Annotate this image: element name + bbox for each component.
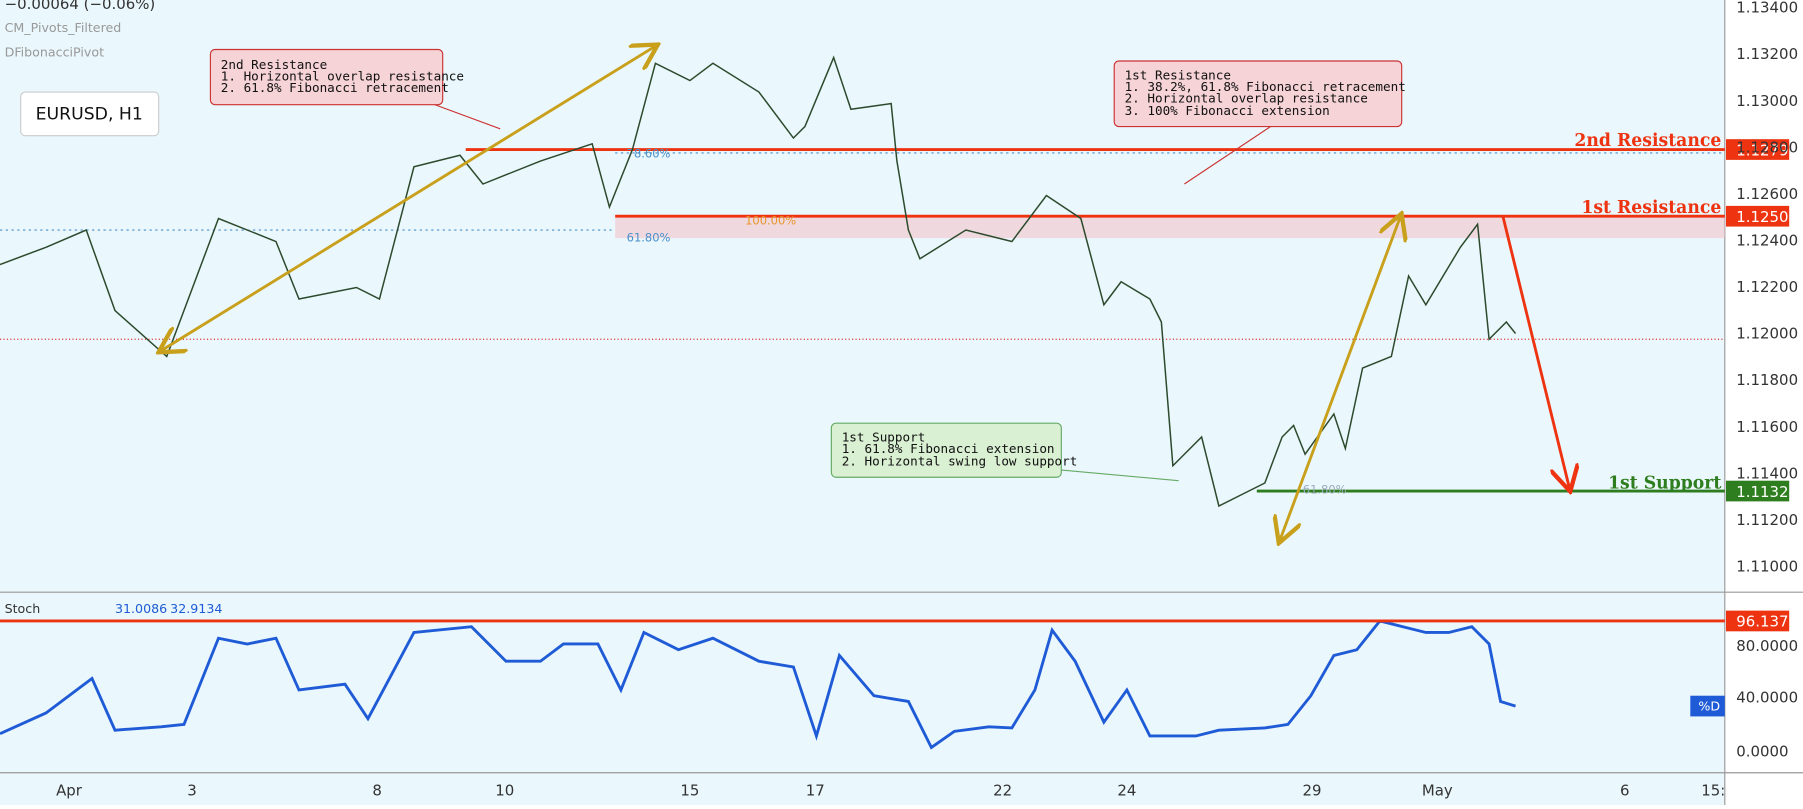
price-axis: 1.13400 1.13200 1.13000 1.12800 1.12600 1.124… [1736,0,1798,576]
annotation-title: 1st Resistance [1125,67,1231,82]
price-tick: 1.11600 [1736,418,1798,436]
indicator: CM_Pivots_Filtered [5,20,122,35]
price-tick: 1.12800 [1736,138,1798,156]
date-label: Apr [56,782,83,800]
fib-label: 100.00% [745,213,796,227]
price-tag-text: 1.11324 [1736,483,1798,501]
stoch-k: 31.0086 [115,601,167,616]
callout-line [1184,126,1271,185]
price-tag-text: 1.12506 [1736,208,1798,226]
time-axis: Apr 3 8 10 15 17 22 24 29 May 6 15: [56,782,1725,800]
price-tick: 1.11000 [1736,558,1798,576]
annotation-line: 2. 61.8% Fibonacci retracement [221,80,449,95]
annotation-title: 1st Support [842,430,926,445]
date-label: 3 [187,782,197,800]
annotation-box [1113,60,1403,128]
annotation-line: 1. Horizontal overlap resistance [221,69,464,84]
resistance-zone [615,216,1725,239]
fib-label: 61.80% [627,231,671,245]
date-label: 8 [372,782,382,800]
price-tick: 1.11800 [1736,371,1798,389]
price-tag [1725,480,1790,502]
price-tick: 1.12600 [1736,185,1798,203]
header-change: −0.00064 (−0.06%) [5,0,156,13]
price-tag-text: 1.12797 [1736,141,1798,159]
price-tick: 1.13400 [1736,0,1798,17]
annotation-line: 3. 100% Fibonacci extension [1125,103,1330,118]
price-tag [1725,610,1790,632]
annotation-line: 1. 38.2%, 61.8% Fibonacci retracement [1125,79,1406,94]
level-name: 1st Resistance [1581,198,1721,218]
stoch-d: 32.9134 [170,601,222,616]
price-tag [1725,205,1790,227]
date-label: 15: [1701,782,1725,800]
price-tag-text: 96.1378 [1736,613,1798,631]
price-tick: 1.12000 [1736,325,1798,343]
price-tick: 1.11400 [1736,464,1798,482]
annotation-line: 2. Horizontal overlap resistance [1125,90,1368,105]
price-tick: 1.13000 [1736,92,1798,110]
stoch-line [0,619,1516,750]
tag [1690,695,1725,717]
arrow [161,46,655,351]
annotation-line: 1. 61.8% Fibonacci extension [842,441,1055,456]
stoch-tick: 80.0000 [1736,637,1798,655]
callout-line [1052,468,1179,482]
callout-line [425,100,501,130]
date-label: 24 [1117,782,1136,800]
fib-label: 61.80% [1303,482,1347,496]
arrow [1280,216,1401,540]
stoch-name: Stoch [5,601,41,616]
level-name: 1st Support [1608,474,1721,494]
price-tick: 1.12400 [1736,232,1798,250]
stoch-tick: 0.0000 [1736,743,1788,761]
arrow [1501,215,1570,489]
price-tick: 1.12200 [1736,278,1798,296]
date-label: 10 [495,782,514,800]
price-tag [1725,139,1790,160]
date-label: 17 [806,782,825,800]
stoch-tick: 40.0000 [1736,689,1798,707]
indicator: DFibonacciPivot [5,44,104,59]
symbol-box [20,91,160,137]
date-label: May [1422,782,1453,800]
price-tick: 1.11200 [1736,511,1798,529]
axis-bg [1724,0,1803,805]
date-label: 15 [680,782,699,800]
annotation-box [830,422,1062,478]
annotation-box [209,48,444,106]
date-label: 22 [993,782,1012,800]
level-name: 2nd Resistance [1574,131,1721,151]
annotation-line: 2. Horizontal swing low support [842,454,1078,469]
date-label: 6 [1620,782,1630,800]
annotation-title: 2nd Resistance [221,57,327,72]
date-label: 29 [1302,782,1321,800]
tag-text: %D [1698,699,1720,714]
symbol: EURUSD, H1 [36,105,143,125]
price-tick: 1.13200 [1736,45,1798,63]
